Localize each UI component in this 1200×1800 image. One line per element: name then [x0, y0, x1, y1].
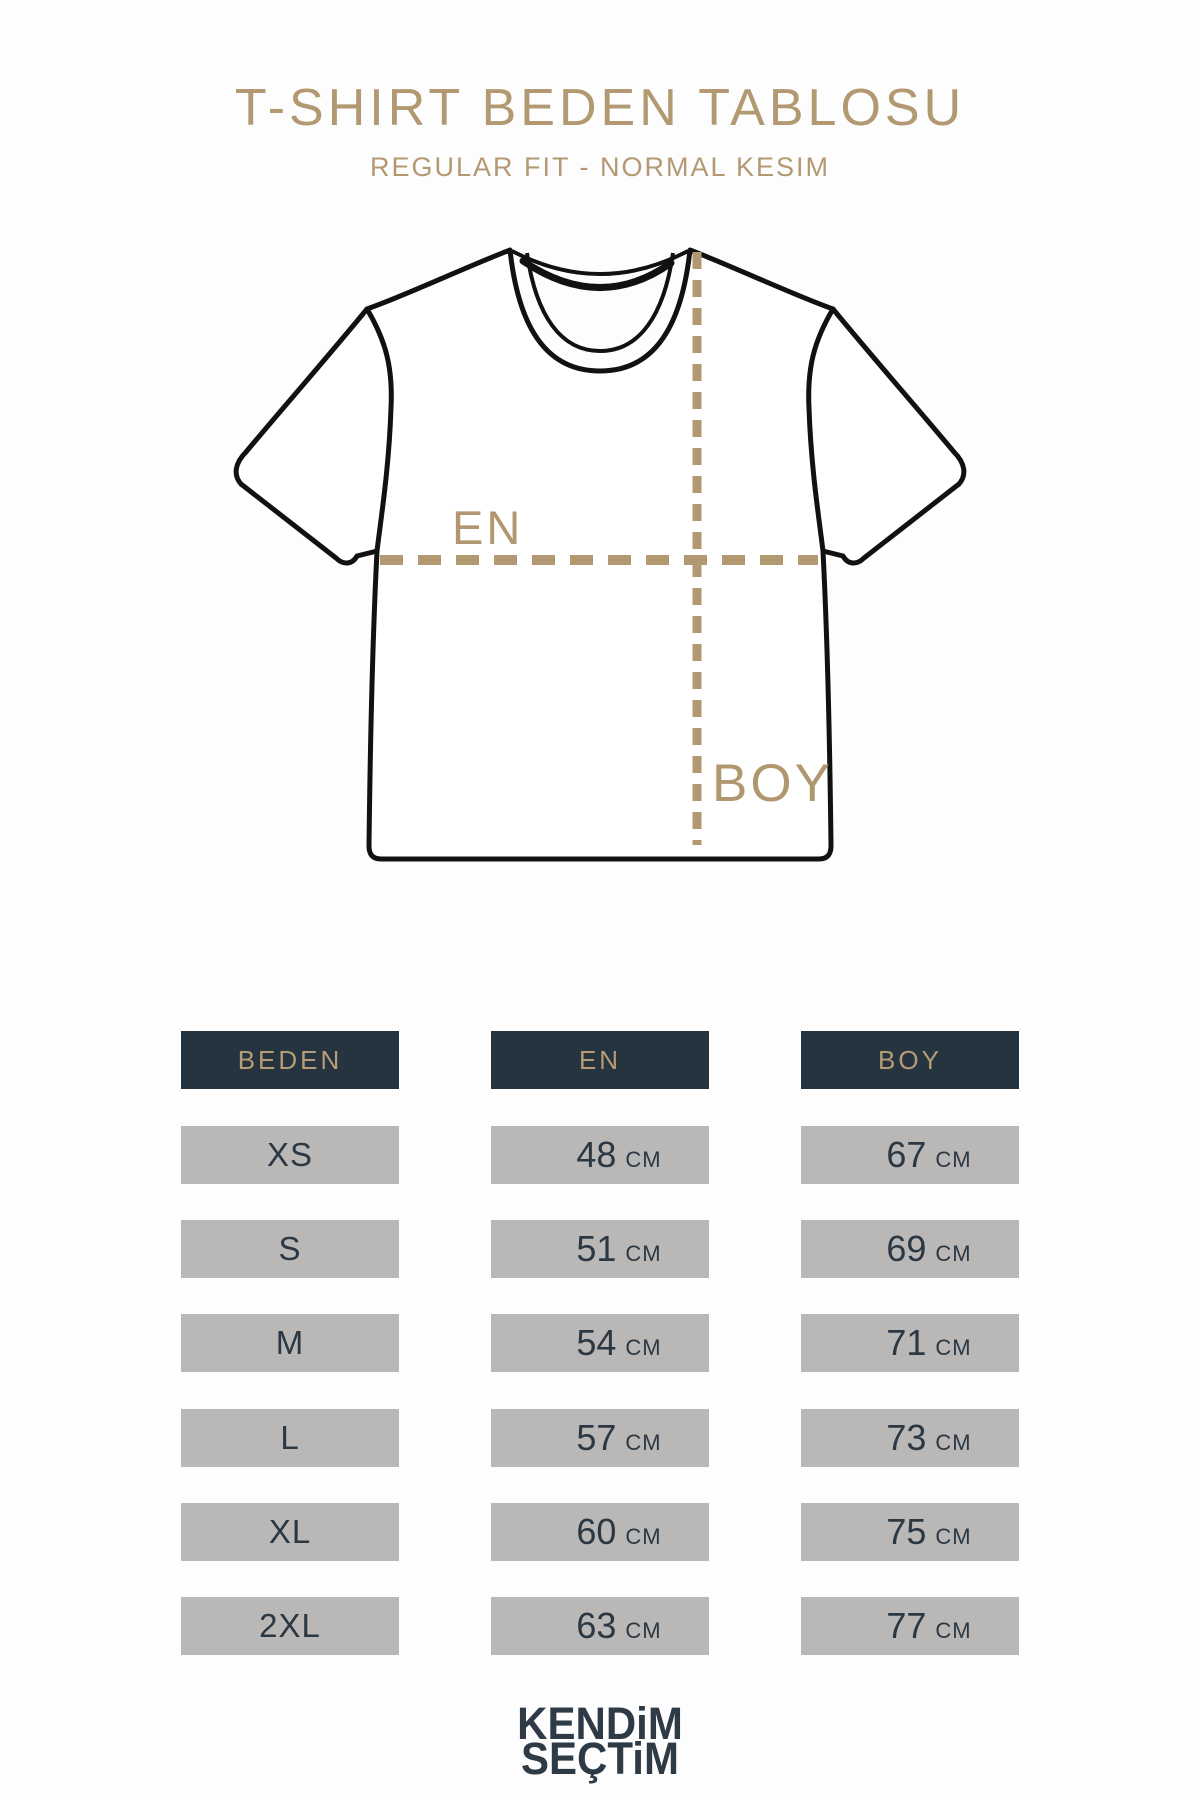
size-value: XL [268, 1513, 312, 1550]
length-cell: 69 CM [801, 1220, 1019, 1278]
length-cell: 75 CM [801, 1503, 1019, 1561]
length-cell: 67 CM [801, 1126, 1019, 1184]
size-cell: XS [181, 1126, 399, 1184]
width-cell: 48 CM [491, 1126, 709, 1184]
shirt-outline [233, 247, 967, 862]
width-value: 54 [576, 1322, 617, 1363]
unit-label: CM [935, 1335, 972, 1360]
unit-label: CM [935, 1618, 972, 1643]
unit-label: CM [935, 1241, 972, 1266]
size-cell: S [181, 1220, 399, 1278]
header-length: BOY [801, 1031, 1019, 1089]
length-cell: 77 CM [801, 1597, 1019, 1655]
size-value: M [275, 1324, 305, 1361]
length-value: 71 [886, 1322, 927, 1363]
header-size: BEDEN [181, 1031, 399, 1089]
unit-label: CM [625, 1335, 662, 1360]
length-value: 69 [886, 1228, 927, 1269]
unit-label: CM [935, 1147, 972, 1172]
width-cell: 60 CM [491, 1503, 709, 1561]
unit-label: CM [625, 1147, 662, 1172]
width-value: 51 [576, 1228, 617, 1269]
collar-back-line [511, 249, 689, 276]
unit-label: CM [625, 1241, 662, 1266]
page-title: T-SHIRT BEDEN TABLOSU [234, 79, 966, 137]
length-cell: 73 CM [801, 1409, 1019, 1467]
width-value: 60 [576, 1511, 617, 1552]
length-cell: 71 CM [801, 1314, 1019, 1372]
unit-label: CM [935, 1524, 972, 1549]
length-value: 77 [886, 1605, 927, 1646]
size-cell: L [181, 1409, 399, 1467]
brand-logo-line1: KENDiM [517, 1698, 683, 1749]
table-row: L 57 CM 73 CM [181, 1409, 1019, 1467]
header-width: EN [491, 1031, 709, 1089]
table-row: XL 60 CM 75 CM [181, 1503, 1019, 1561]
right-sleeve-seam [806, 306, 836, 554]
width-cell: 57 CM [491, 1409, 709, 1467]
width-cell: 54 CM [491, 1314, 709, 1372]
length-value: 67 [886, 1134, 927, 1175]
length-value: 75 [886, 1511, 927, 1552]
size-value: XS [266, 1136, 314, 1173]
width-label: EN [452, 501, 524, 554]
length-label: BOY [712, 754, 833, 813]
page-subtitle: REGULAR FIT - NORMAL KESIM [369, 152, 831, 182]
collar-inner-rib [525, 252, 675, 354]
unit-label: CM [625, 1430, 662, 1455]
size-cell: 2XL [181, 1597, 399, 1655]
size-cell: M [181, 1314, 399, 1372]
table-row: S 51 CM 69 CM [181, 1220, 1019, 1278]
unit-label: CM [625, 1618, 662, 1643]
unit-label: CM [935, 1430, 972, 1455]
collar-front-rib [519, 257, 675, 291]
table-header-row: BEDEN EN BOY [181, 1031, 1019, 1089]
width-cell: 51 CM [491, 1220, 709, 1278]
left-sleeve-seam [364, 306, 394, 554]
unit-label: CM [625, 1524, 662, 1549]
length-value: 73 [886, 1417, 927, 1458]
brand-logo: KENDiM SEÇTiM [0, 1698, 1200, 1784]
width-value: 63 [576, 1605, 617, 1646]
width-value: 57 [576, 1417, 617, 1458]
width-cell: 63 CM [491, 1597, 709, 1655]
table-row: XS 48 CM 67 CM [181, 1126, 1019, 1184]
size-value: S [278, 1230, 302, 1267]
table-row: 2XL 63 CM 77 CM [181, 1597, 1019, 1655]
size-value: L [280, 1419, 300, 1456]
size-cell: XL [181, 1503, 399, 1561]
size-value: 2XL [259, 1607, 321, 1644]
tshirt-diagram-icon [233, 247, 967, 862]
table-row: M 54 CM 71 CM [181, 1314, 1019, 1372]
brand-logo-line2: SEÇTiM [521, 1733, 679, 1784]
width-value: 48 [576, 1134, 617, 1175]
